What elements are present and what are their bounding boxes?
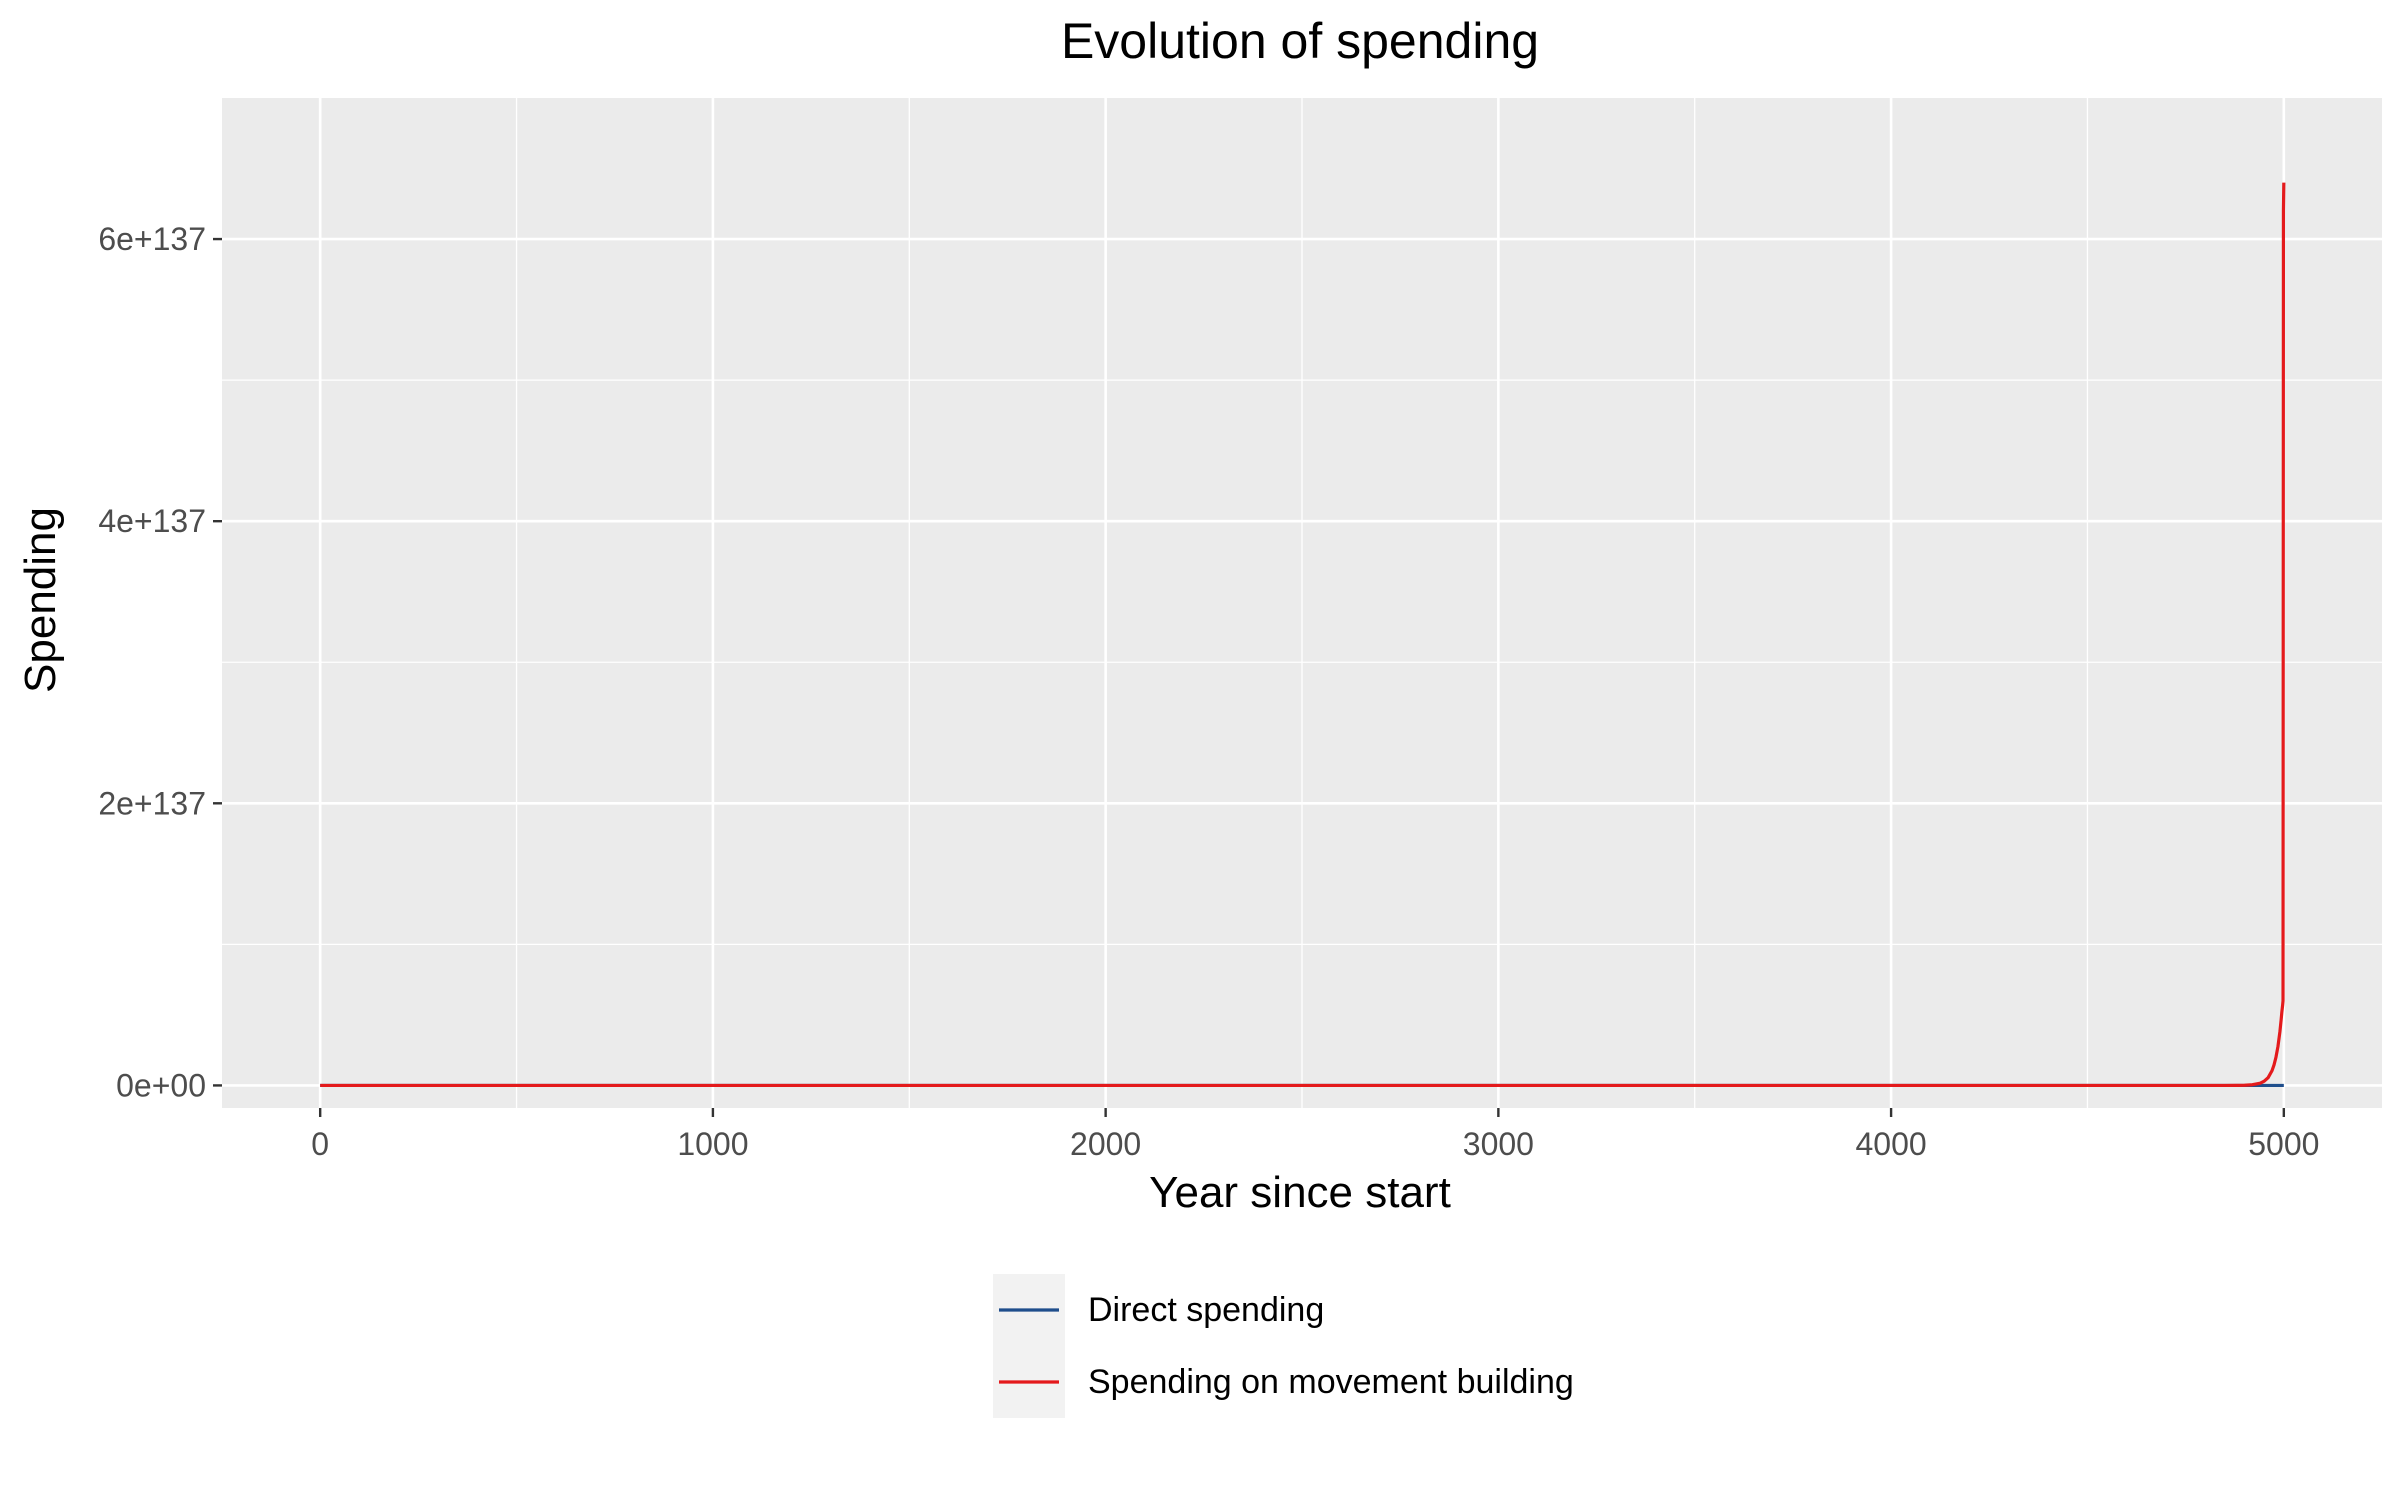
legend-key-background xyxy=(993,1274,1065,1418)
x-tick-label: 3000 xyxy=(1463,1126,1534,1162)
y-tick-label: 2e+137 xyxy=(98,785,206,821)
x-tick-label: 4000 xyxy=(1855,1126,1926,1162)
x-tick-label: 1000 xyxy=(677,1126,748,1162)
y-axis-title: Spending xyxy=(16,507,65,693)
x-tick-label: 2000 xyxy=(1070,1126,1141,1162)
series-lines xyxy=(320,182,2286,1088)
y-tick-label: 4e+137 xyxy=(98,503,206,539)
x-axis-title: Year since start xyxy=(1149,1168,1451,1217)
legend-label: Spending on movement building xyxy=(1088,1363,1574,1401)
chart-title: Evolution of spending xyxy=(1061,13,1539,69)
x-tick-label: 5000 xyxy=(2248,1126,2319,1162)
legend: Direct spending Spending on movement buil… xyxy=(993,1274,1574,1418)
series-line xyxy=(320,182,2286,1088)
y-tick-label: 0e+00 xyxy=(116,1067,206,1103)
x-axis: 0 1000 2000 3000 4000 5000 xyxy=(311,1108,2319,1162)
legend-label: Direct spending xyxy=(1088,1291,1324,1329)
y-tick-label: 6e+137 xyxy=(98,221,206,257)
y-axis: 0e+00 2e+137 4e+137 6e+137 xyxy=(98,221,222,1103)
x-tick-label: 0 xyxy=(311,1126,329,1162)
